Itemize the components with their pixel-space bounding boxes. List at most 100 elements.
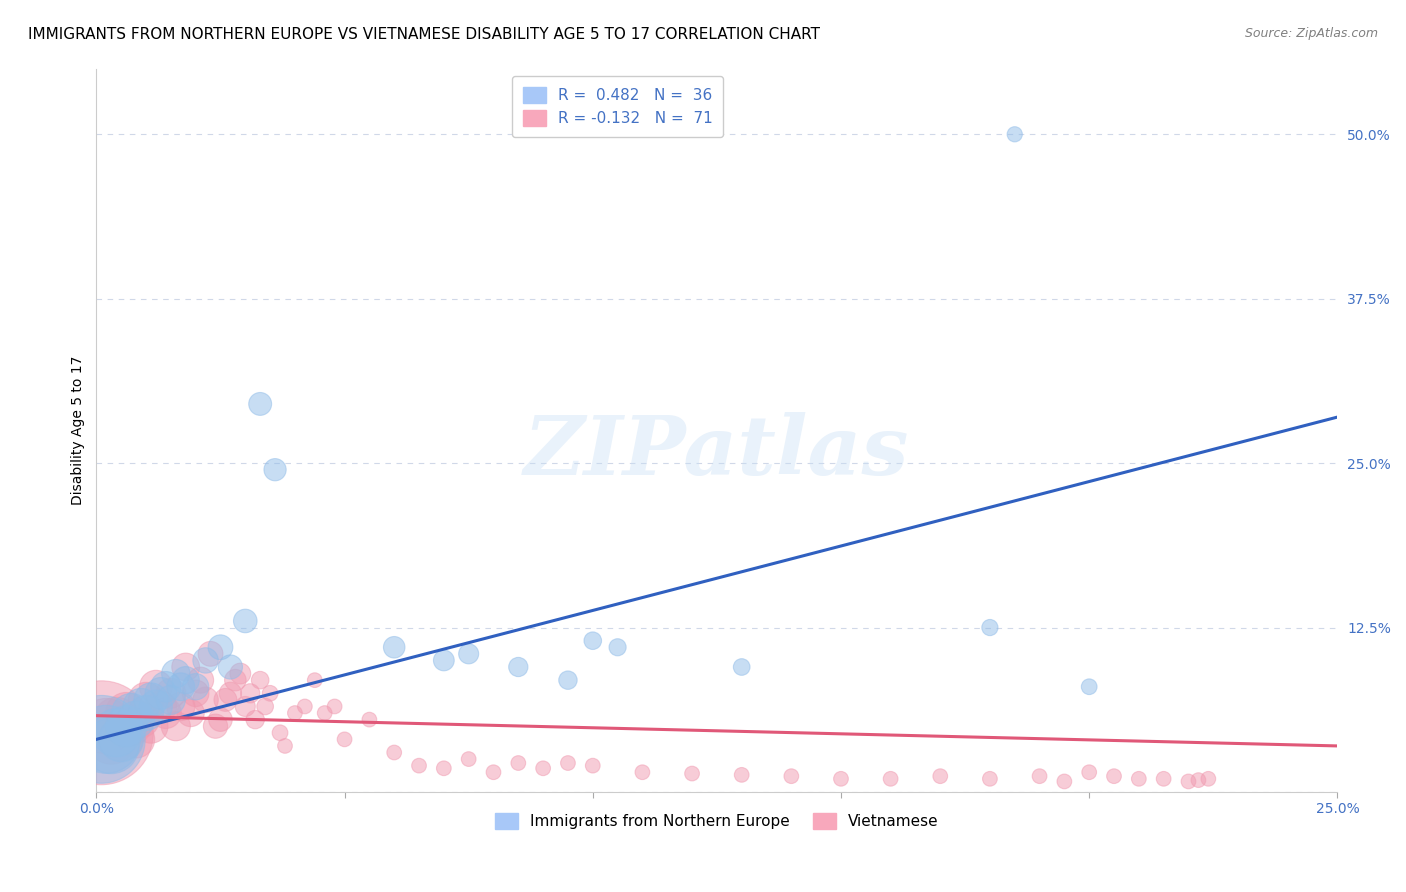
Point: [780, 769, 803, 783]
Point: [1028, 769, 1050, 783]
Point: [731, 768, 754, 782]
Point: [333, 732, 356, 747]
Point: [145, 699, 167, 714]
Point: [96, 719, 118, 733]
Point: [139, 719, 162, 733]
Point: [145, 680, 167, 694]
Point: [125, 713, 148, 727]
Point: [180, 706, 202, 720]
Y-axis label: Disability Age 5 to 17: Disability Age 5 to 17: [72, 356, 86, 505]
Point: [120, 706, 142, 720]
Point: [120, 719, 142, 733]
Point: [155, 706, 177, 720]
Point: [294, 699, 316, 714]
Point: [929, 769, 952, 783]
Point: [100, 732, 122, 747]
Point: [219, 660, 242, 674]
Point: [433, 761, 456, 775]
Point: [382, 640, 405, 655]
Point: [1004, 128, 1026, 142]
Point: [233, 614, 256, 628]
Point: [1153, 772, 1175, 786]
Point: [1197, 772, 1219, 786]
Text: IMMIGRANTS FROM NORTHERN EUROPE VS VIETNAMESE DISABILITY AGE 5 TO 17 CORRELATION: IMMIGRANTS FROM NORTHERN EUROPE VS VIETN…: [28, 27, 820, 42]
Point: [190, 673, 212, 688]
Point: [254, 699, 277, 714]
Point: [408, 758, 430, 772]
Point: [149, 686, 172, 700]
Point: [155, 680, 177, 694]
Point: [209, 640, 232, 655]
Point: [269, 725, 291, 739]
Point: [219, 686, 242, 700]
Point: [90, 725, 112, 739]
Point: [159, 686, 181, 700]
Point: [508, 756, 530, 770]
Point: [170, 680, 193, 694]
Point: [184, 686, 207, 700]
Point: [284, 706, 307, 720]
Point: [731, 660, 754, 674]
Point: [229, 666, 252, 681]
Point: [323, 699, 346, 714]
Point: [433, 653, 456, 667]
Point: [606, 640, 628, 655]
Point: [115, 706, 138, 720]
Point: [681, 766, 703, 780]
Text: Source: ZipAtlas.com: Source: ZipAtlas.com: [1244, 27, 1378, 40]
Point: [129, 699, 152, 714]
Point: [274, 739, 297, 753]
Point: [100, 739, 122, 753]
Point: [531, 761, 554, 775]
Point: [110, 732, 132, 747]
Point: [259, 686, 281, 700]
Point: [129, 713, 152, 727]
Point: [165, 719, 187, 733]
Point: [1078, 765, 1101, 780]
Point: [249, 673, 271, 688]
Point: [1078, 680, 1101, 694]
Point: [457, 752, 479, 766]
Point: [224, 673, 246, 688]
Point: [382, 746, 405, 760]
Point: [105, 725, 128, 739]
Point: [359, 713, 381, 727]
Point: [135, 706, 157, 720]
Point: [184, 680, 207, 694]
Point: [508, 660, 530, 674]
Point: [1053, 774, 1076, 789]
Point: [1128, 772, 1150, 786]
Point: [304, 673, 326, 688]
Point: [457, 647, 479, 661]
Point: [115, 719, 138, 733]
Point: [204, 719, 226, 733]
Point: [90, 732, 112, 747]
Point: [194, 653, 217, 667]
Point: [125, 732, 148, 747]
Point: [135, 693, 157, 707]
Point: [979, 772, 1001, 786]
Text: ZIPatlas: ZIPatlas: [524, 412, 910, 492]
Point: [245, 713, 267, 727]
Point: [631, 765, 654, 780]
Point: [209, 713, 232, 727]
Point: [830, 772, 852, 786]
Legend: Immigrants from Northern Europe, Vietnamese: Immigrants from Northern Europe, Vietnam…: [489, 806, 945, 835]
Point: [233, 699, 256, 714]
Point: [249, 397, 271, 411]
Point: [200, 647, 222, 661]
Point: [165, 666, 187, 681]
Point: [1102, 769, 1125, 783]
Point: [159, 693, 181, 707]
Point: [879, 772, 901, 786]
Point: [239, 686, 262, 700]
Point: [1187, 773, 1209, 788]
Point: [582, 633, 605, 648]
Point: [110, 732, 132, 747]
Point: [1177, 774, 1199, 789]
Point: [482, 765, 505, 780]
Point: [149, 699, 172, 714]
Point: [139, 693, 162, 707]
Point: [264, 463, 287, 477]
Point: [979, 621, 1001, 635]
